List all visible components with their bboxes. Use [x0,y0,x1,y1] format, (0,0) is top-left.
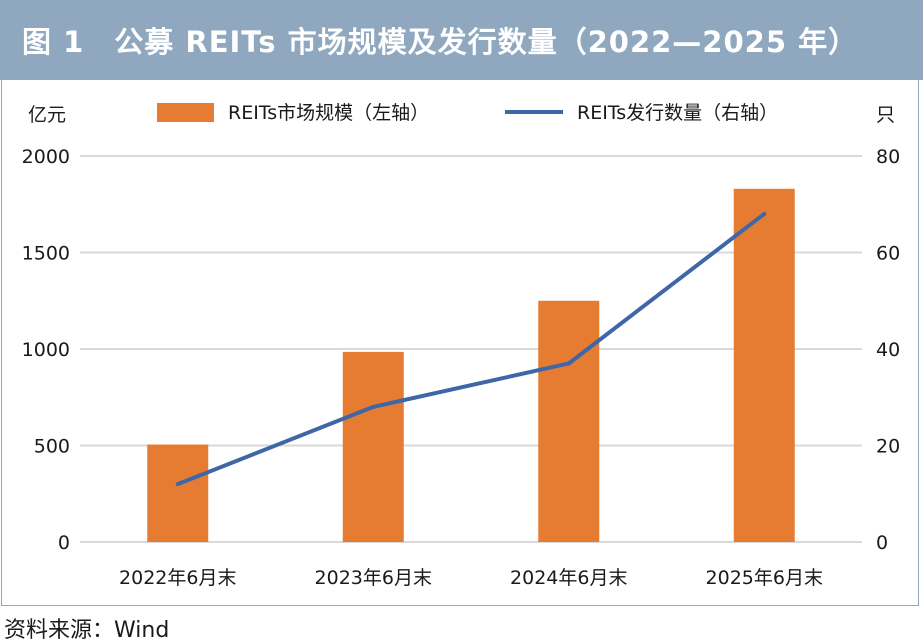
line-point [566,361,571,366]
x-tick-label: 2023年6月末 [315,567,432,589]
bar [733,188,795,542]
y-right-tick-label: 0 [876,532,888,554]
y-right-tick-label: 60 [876,243,900,265]
y-axis-left-label: 亿元 [28,104,66,126]
line-point [175,482,180,487]
line-point [762,211,767,216]
x-tick-label: 2022年6月末 [119,567,236,589]
chart-title: 图 1 公募 REITs 市场规模及发行数量（2022—2025 年） [22,25,859,59]
legend-bar-swatch [157,103,214,122]
x-tick-label: 2024年6月末 [510,567,627,589]
y-left-tick-label: 1500 [22,243,70,265]
y-right-tick-label: 80 [876,146,900,168]
bar [538,300,600,542]
x-tick-label: 2025年6月末 [706,567,823,589]
series-line [177,212,766,486]
y-right-tick-label: 40 [876,339,900,361]
y-left-tick-label: 500 [34,436,70,458]
line-point [371,404,376,409]
legend-line-label: REITs发行数量（右轴） [577,102,778,124]
bar [342,351,404,542]
source-note: 资料来源：Wind [4,618,170,643]
y-axis-right-label: 只 [876,104,895,126]
y-left-tick-label: 1000 [22,339,70,361]
y-left-tick-label: 2000 [22,146,70,168]
chart: 0 0 500 20 1000 40 1500 60 2000 80 2022年6月末 2023年6月… [22,102,901,589]
bar [147,444,209,542]
y-left-tick-label: 0 [58,532,70,554]
y-right-tick-label: 20 [876,436,900,458]
legend-bar-label: REITs市场规模（左轴） [228,102,429,124]
title-bar: 图 1 公募 REITs 市场规模及发行数量（2022—2025 年） [0,0,923,80]
